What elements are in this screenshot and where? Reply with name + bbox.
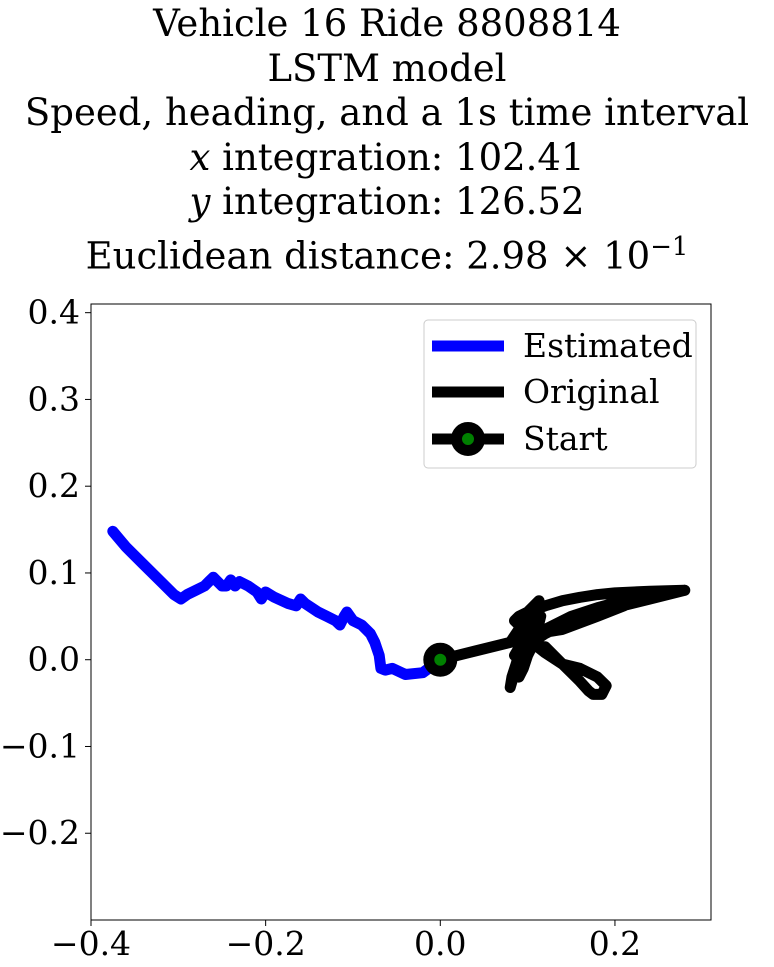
x-tick-label: 0.0 bbox=[414, 924, 466, 963]
x-tick-label: −0.4 bbox=[51, 924, 131, 963]
title-line-vehicle: Vehicle 16 Ride 8808814 bbox=[153, 2, 621, 45]
axes-frame bbox=[90, 303, 712, 921]
legend-label: Original bbox=[523, 372, 660, 411]
series-group bbox=[107, 525, 691, 700]
title-line-x-integration: x integration: 102.41 bbox=[189, 135, 585, 179]
series-line-estimated bbox=[107, 525, 446, 680]
x-tick-label: −0.2 bbox=[226, 924, 306, 963]
y-tick-label: 0.3 bbox=[28, 379, 80, 418]
title-line-inputs: Speed, heading, and a 1s time interval bbox=[24, 91, 750, 135]
y-tick-label: 0.4 bbox=[28, 293, 80, 332]
legend-item-original: Original bbox=[432, 372, 660, 411]
legend-item-start: Start bbox=[432, 419, 608, 458]
legend-label: Start bbox=[523, 419, 608, 458]
y-tick-label: 0.1 bbox=[28, 553, 80, 592]
y-tick-label: 0.0 bbox=[28, 640, 80, 679]
chart-title: Vehicle 16 Ride 8808814 LSTM model Speed… bbox=[0, 2, 774, 279]
y-tick-label: 0.2 bbox=[28, 466, 80, 505]
legend-swatch-marker bbox=[451, 422, 485, 456]
y-tick-label: −0.2 bbox=[0, 813, 80, 852]
y-tick-label: −0.1 bbox=[0, 726, 80, 765]
legend-item-estimated: Estimated bbox=[432, 326, 693, 365]
series-line-original bbox=[434, 584, 691, 700]
legend-box bbox=[423, 319, 697, 469]
legend-label: Estimated bbox=[523, 326, 693, 365]
title-line-euclidean-distance: Euclidean distance: 2.98 × 10−1 bbox=[85, 231, 689, 278]
title-line-y-integration: y integration: 126.52 bbox=[189, 180, 585, 224]
start-point-marker bbox=[423, 642, 458, 677]
legend: Estimated Original Start bbox=[423, 319, 697, 469]
title-line-model: LSTM model bbox=[267, 46, 507, 90]
x-tick-label: 0.2 bbox=[589, 924, 641, 963]
